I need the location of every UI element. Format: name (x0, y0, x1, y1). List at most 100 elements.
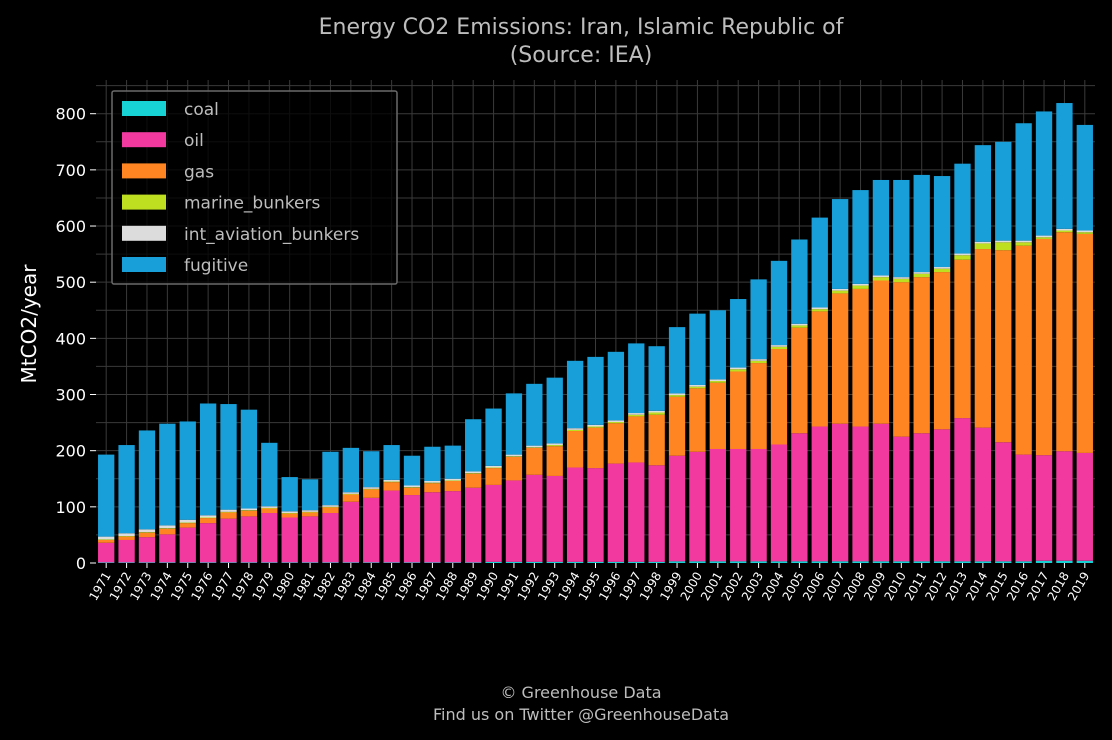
bar-gas-1989 (465, 473, 482, 488)
legend-swatch-gas (122, 163, 166, 179)
bar-fugitive-2006 (811, 217, 828, 308)
bar-marine_bunkers-1971 (98, 539, 115, 540)
bar-coal-1976 (199, 562, 217, 563)
bar-marine_bunkers-1979 (261, 507, 278, 509)
bar-marine_bunkers-2002 (730, 369, 747, 372)
bar-int_aviation_bunkers-2008 (852, 283, 869, 286)
bar-coal-2004 (770, 561, 788, 563)
bar-coal-1979 (261, 562, 278, 563)
bar-oil-1978 (240, 516, 258, 563)
bar-marine_bunkers-1981 (301, 511, 319, 513)
y-tick-label: 800 (55, 105, 86, 124)
bar-int_aviation_bunkers-1992 (526, 445, 543, 448)
bar-fugitive-1985 (383, 445, 400, 480)
bar-coal-2018 (1056, 560, 1073, 563)
bar-oil-2019 (1076, 452, 1093, 561)
bar-marine_bunkers-1991 (505, 456, 523, 457)
bar-int_aviation_bunkers-2019 (1076, 230, 1093, 233)
legend-swatch-oil (122, 132, 166, 148)
bar-int_aviation_bunkers-2005 (791, 323, 808, 326)
bar-gas-1994 (566, 431, 584, 468)
bar-coal-1991 (505, 561, 523, 563)
bar-gas-1982 (322, 507, 339, 514)
bar-coal-2010 (893, 561, 910, 563)
bar-coal-1989 (465, 562, 482, 563)
bar-marine_bunkers-1999 (668, 395, 686, 397)
y-tick-label: 500 (55, 273, 86, 292)
bar-gas-1995 (587, 427, 604, 469)
bar-gas-1983 (342, 494, 360, 502)
legend-box (111, 90, 398, 285)
legend-label-gas: gas (184, 162, 214, 182)
bar-gas-1985 (383, 482, 400, 491)
bar-coal-2011 (913, 561, 930, 563)
bar-coal-2007 (831, 561, 849, 563)
bar-oil-1983 (342, 501, 360, 563)
bar-gas-1999 (668, 396, 686, 456)
bar-int_aviation_bunkers-2001 (709, 379, 726, 382)
bar-fugitive-2010 (893, 179, 910, 278)
bar-fugitive-2005 (791, 239, 808, 324)
bar-int_aviation_bunkers-1988 (444, 478, 461, 481)
bar-int_aviation_bunkers-2011 (913, 272, 930, 274)
bar-fugitive-2004 (770, 260, 788, 346)
bar-int_aviation_bunkers-2007 (831, 288, 849, 291)
legend-label-coal: coal (184, 100, 219, 120)
bar-oil-1987 (424, 492, 441, 563)
bar-gas-1990 (485, 468, 502, 485)
bar-gas-1997 (628, 416, 645, 463)
y-axis: 0 100 200 300 400 500 600 700 800 (55, 105, 96, 573)
bar-oil-1994 (566, 467, 584, 562)
legend-label-fugitive: fugitive (184, 256, 248, 276)
bar-coal-1982 (322, 562, 339, 563)
y-tick-label: 100 (55, 498, 86, 517)
bar-fugitive-1982 (322, 451, 339, 506)
bar-oil-1991 (505, 480, 523, 562)
bar-int_aviation_bunkers-1985 (383, 479, 400, 482)
bar-oil-1988 (444, 491, 461, 563)
bar-fugitive-1987 (424, 446, 441, 482)
bar-marine_bunkers-1997 (628, 414, 645, 417)
bar-int_aviation_bunkers-1978 (240, 508, 258, 511)
bar-int_aviation_bunkers-1997 (628, 413, 645, 415)
bar-coal-2015 (995, 561, 1012, 563)
y-tick-label: 200 (55, 442, 86, 461)
bar-gas-2008 (852, 288, 869, 427)
bar-fugitive-1977 (220, 404, 237, 510)
bar-fugitive-2018 (1056, 103, 1073, 229)
bar-gas-2000 (689, 388, 706, 452)
bar-fugitive-2013 (954, 163, 971, 254)
bar-int_aviation_bunkers-1989 (465, 471, 482, 474)
y-tick-label: 700 (55, 161, 86, 180)
bar-int_aviation_bunkers-1981 (301, 510, 319, 512)
bar-fugitive-2015 (995, 141, 1012, 241)
bar-marine_bunkers-1982 (322, 506, 339, 508)
bar-marine_bunkers-1977 (220, 511, 237, 513)
bar-marine_bunkers-2006 (811, 309, 828, 312)
bar-int_aviation_bunkers-2006 (811, 307, 828, 310)
bar-int_aviation_bunkers-1977 (220, 509, 237, 512)
bar-coal-1988 (444, 562, 461, 563)
bar-coal-1973 (138, 562, 156, 563)
bar-fugitive-1974 (159, 423, 176, 526)
bar-fugitive-1973 (138, 430, 156, 530)
bar-int_aviation_bunkers-1980 (281, 511, 298, 514)
footer-twitter: Find us on Twitter @GreenhouseData (433, 705, 729, 724)
bar-fugitive-1995 (587, 356, 604, 425)
bar-gas-1974 (159, 528, 176, 535)
bar-int_aviation_bunkers-2000 (689, 384, 706, 387)
bar-gas-2003 (750, 363, 767, 449)
bar-fugitive-1979 (261, 442, 278, 507)
bar-int_aviation_bunkers-1995 (587, 424, 604, 427)
bar-gas-2011 (913, 277, 930, 434)
bar-oil-2008 (852, 426, 869, 562)
bar-marine_bunkers-2015 (995, 242, 1012, 251)
bar-gas-2001 (709, 382, 726, 449)
bar-oil-1990 (485, 484, 502, 562)
bar-gas-2019 (1076, 233, 1093, 453)
bar-coal-1984 (363, 562, 380, 563)
bar-oil-1975 (179, 527, 196, 563)
bar-fugitive-2009 (872, 179, 890, 276)
bar-oil-1993 (546, 475, 563, 562)
bar-gas-2005 (791, 327, 808, 434)
